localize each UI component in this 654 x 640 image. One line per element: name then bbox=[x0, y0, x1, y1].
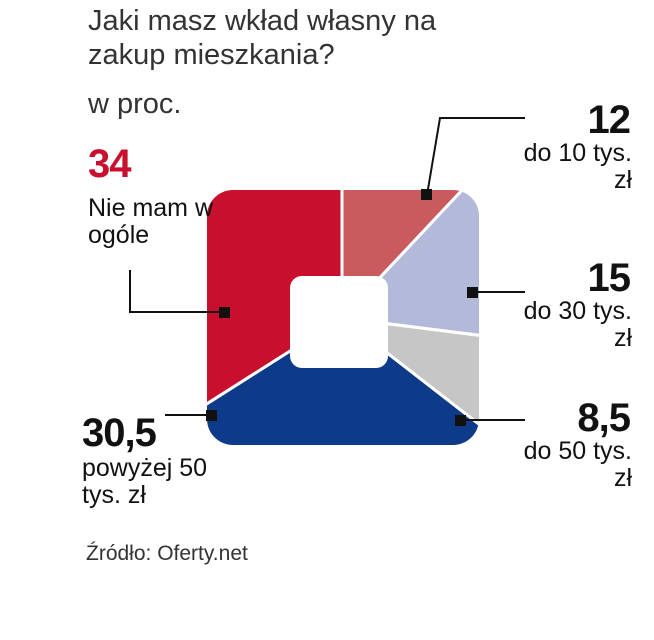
donut bbox=[207, 190, 479, 445]
source: Źródło: Oferty.net bbox=[86, 542, 248, 565]
wedge bbox=[336, 315, 479, 445]
hole bbox=[290, 276, 388, 368]
wedge bbox=[207, 190, 344, 445]
category-label: do 30 tys. zł bbox=[523, 297, 632, 352]
chart-title: Jaki masz wkład własny na zakup mieszkan… bbox=[88, 5, 437, 71]
value-label: 15 bbox=[587, 256, 631, 300]
value-label: 8,5 bbox=[577, 396, 631, 440]
category-label: powyżej 50 tys. zł bbox=[82, 454, 208, 509]
leader-markers bbox=[206, 189, 478, 426]
wedge bbox=[338, 190, 479, 360]
leaders bbox=[129, 117, 525, 421]
wedge bbox=[340, 190, 479, 322]
value-label: 12 bbox=[587, 98, 631, 142]
value-label: 30,5 bbox=[82, 411, 157, 455]
category-label: do 10 tys. zł bbox=[523, 139, 632, 194]
category-label: do 50 tys. zł bbox=[523, 437, 632, 492]
chart-subtitle: w proc. bbox=[88, 88, 182, 120]
value-label: 34 bbox=[88, 142, 131, 186]
category-label: Nie mam w ogóle bbox=[88, 194, 214, 249]
